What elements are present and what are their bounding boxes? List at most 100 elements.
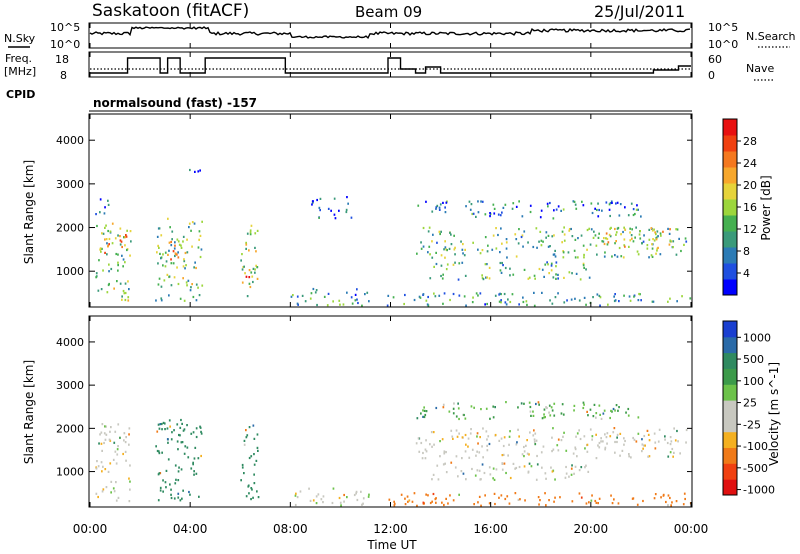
power-echo-cell [669, 239, 672, 242]
velocity-echo-cell [159, 423, 162, 426]
power-echo-cell [479, 292, 482, 295]
power-echo-cell [167, 253, 169, 256]
velocity-echo-cell [243, 439, 246, 442]
nave-tick-bottom: 0 [708, 69, 715, 82]
power-echo-cell [581, 200, 583, 203]
velocity-echo-cell [100, 461, 103, 464]
power-echo-cell [574, 238, 577, 241]
velocity-echo-cell [595, 433, 597, 436]
power-echo-cell [427, 251, 429, 254]
velocity-echo-cell [247, 484, 250, 487]
velocity-echo-cell [184, 445, 187, 448]
power-echo-cell [99, 247, 102, 250]
velocity-echo-cell [484, 494, 486, 497]
velocity-echo-cell [256, 446, 259, 449]
power-echo-cell [113, 287, 115, 290]
velocity-echo-cell [253, 463, 256, 466]
power-echo-cell [327, 207, 330, 210]
velocity-echo-cell [431, 445, 433, 448]
velocity-echo-cell [105, 486, 108, 489]
colorbar-swatch [723, 384, 737, 401]
velocity-echo-cell [654, 493, 657, 496]
velocity-echo-cell [562, 435, 564, 438]
power-echo-cell [101, 247, 103, 250]
velocity-echo-cell [483, 471, 486, 475]
power-echo-cell [185, 264, 187, 267]
power-echo-cell [495, 247, 498, 250]
power-echo-cell [481, 200, 484, 203]
velocity-echo-cell [492, 477, 494, 480]
velocity-echo-cell [415, 442, 418, 445]
velocity-echo-cell [571, 500, 574, 503]
velocity-echo-cell [422, 451, 424, 455]
velocity-echo-cell [129, 488, 131, 491]
x-tick-label: 20:00 [574, 522, 609, 536]
power-echo-cell [475, 292, 478, 295]
colorbar-swatch [723, 183, 737, 200]
power-echo-cell [594, 207, 596, 210]
power-echo-cell [110, 267, 113, 271]
velocity-echo-cell [295, 492, 297, 495]
velocity-echo-cell [673, 451, 675, 454]
power-echo-cell [117, 253, 119, 256]
power-echo-cell [484, 236, 487, 239]
power-echo-cell [670, 240, 673, 243]
power-echo-cell [333, 197, 336, 200]
velocity-echo-cell [576, 432, 579, 435]
velocity-echo-cell [587, 414, 589, 417]
power-echo-cell [245, 247, 247, 250]
power-echo-cell [586, 228, 589, 232]
velocity-echo-cell [422, 501, 425, 504]
velocity-echo-cell [653, 497, 656, 500]
power-echo-cell [651, 247, 654, 250]
velocity-echo-cell [455, 429, 458, 432]
power-echo-cell [637, 253, 640, 256]
power-echo-cell [418, 295, 421, 298]
velocity-echo-cell [362, 497, 365, 500]
power-echo-cell [104, 251, 106, 254]
velocity-echo-cell [549, 414, 552, 417]
power-echo-cell [523, 230, 526, 233]
power-echo-cell [597, 215, 600, 218]
power-echo-cell [642, 240, 645, 243]
power-echo-cell [420, 241, 422, 244]
velocity-echo-cell [200, 454, 202, 458]
velocity-echo-cell [125, 436, 127, 439]
power-echo-cell [170, 244, 173, 247]
velocity-echo-cell [248, 456, 251, 460]
power-echo-cell [191, 221, 194, 224]
velocity-echo-cell [657, 440, 660, 443]
velocity-echo-cell [198, 495, 200, 498]
velocity-echo-cell [551, 409, 554, 412]
power-echo-cell [499, 261, 502, 265]
power-echo-cell [104, 226, 106, 229]
velocity-echo-cell [542, 445, 545, 448]
power-echo-cell [173, 276, 176, 279]
power-echo-cell [622, 230, 624, 234]
velocity-echo-cell [591, 494, 593, 497]
velocity-echo-cell [125, 459, 127, 462]
power-echo-cell [440, 254, 443, 257]
power-echo-cell [108, 243, 110, 246]
velocity-echo-cell [479, 436, 481, 439]
velocity-echo-cell [550, 466, 552, 469]
power-echo-cell [611, 201, 613, 204]
power-echo-cell [611, 255, 613, 258]
velocity-echo-cell [476, 469, 479, 472]
power-echo-cell [465, 205, 467, 208]
power-echo-cell [176, 266, 178, 269]
power-echo-cell [326, 304, 329, 307]
power-echo-cell [534, 277, 536, 280]
power-echo-cell [105, 224, 107, 227]
velocity-echo-cell [429, 501, 432, 505]
power-echo-cell [681, 295, 683, 298]
power-echo-cell [546, 261, 548, 264]
power-echo-cell [675, 253, 678, 256]
power-echo-cell [471, 301, 474, 304]
power-echo-cell [182, 235, 185, 238]
velocity-echo-cell [488, 442, 491, 446]
power-echo-cell [582, 204, 585, 207]
power-echo-cell [177, 256, 180, 259]
power-echo-cell [648, 228, 651, 231]
y-tick-label: 3000 [56, 379, 84, 392]
